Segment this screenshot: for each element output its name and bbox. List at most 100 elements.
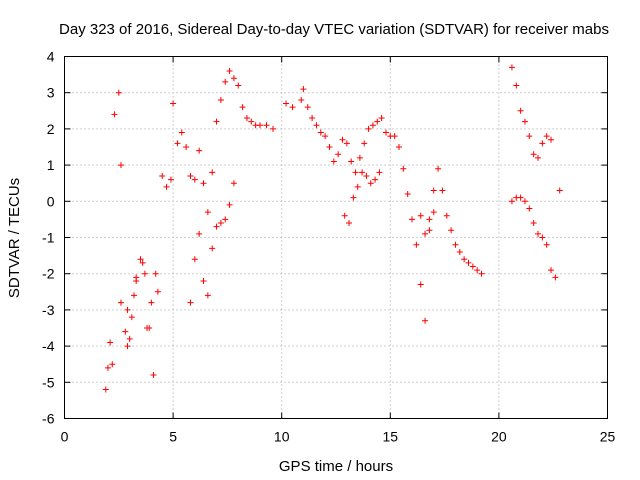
data-point [391,133,398,140]
x-tick-label: 0 [61,429,69,445]
data-point [552,274,559,281]
y-tick-label: -2 [42,266,55,282]
data-point [200,180,207,187]
data-point [239,104,246,111]
data-point [204,209,211,216]
data-point [217,220,224,227]
plot-frame [64,56,608,419]
x-tick-label: 25 [600,429,616,445]
data-point [174,140,181,147]
data-point [102,386,109,393]
data-point [526,205,533,212]
data-point [313,122,320,129]
data-point [196,147,203,154]
data-point [452,241,459,248]
data-point [209,169,216,176]
data-point [395,144,402,150]
data-point [213,118,220,125]
data-point [200,277,207,284]
data-point [235,82,242,89]
data-point [363,172,370,179]
data-point [289,104,296,111]
data-point [543,133,550,140]
data-point [534,154,541,161]
data-point [430,209,437,216]
data-point [133,274,140,281]
data-point [508,64,515,71]
data-point [230,75,237,82]
data-point [478,270,485,277]
data-point [400,165,407,172]
data-point [144,325,151,331]
data-point [365,125,372,132]
data-point [217,96,224,103]
data-point [131,292,138,299]
data-point [187,172,194,179]
x-tick-label: 5 [169,429,177,445]
data-point [115,89,122,96]
data-point [361,140,368,147]
data-point [196,230,203,237]
data-point [348,158,355,165]
data-point [517,107,524,114]
data-point [283,100,290,107]
data-point [170,100,177,107]
y-tick-label: 0 [47,193,55,209]
y-tick-label: -6 [42,411,55,427]
data-point [152,270,159,277]
data-point [317,129,324,136]
y-tick-label: 3 [47,85,55,101]
data-point [422,317,429,324]
data-point [443,212,450,219]
data-point [556,187,563,194]
data-point [521,118,528,125]
data-point [163,183,170,190]
data-point [226,201,233,208]
data-point [270,125,277,132]
data-point [346,220,353,227]
data-point [154,288,161,295]
data-point [539,234,546,241]
y-tick-label: -1 [42,230,55,246]
data-point [109,361,116,368]
data-point [335,151,342,158]
data-point [183,144,190,150]
data-point [343,140,350,147]
data-point [404,191,411,198]
y-tick-label: 4 [47,49,55,65]
data-point [222,78,229,85]
data-point [350,194,357,201]
data-point [243,115,250,122]
chart-title: Day 323 of 2016, Sidereal Day-to-day VTE… [59,21,609,38]
data-point [530,220,537,227]
data-point [426,216,433,223]
data-point [263,122,270,129]
data-point [521,198,528,205]
x-tick-labels: 0 5 10 15 20 25 [61,429,616,445]
data-point [209,245,216,252]
data-point [191,256,198,263]
x-axis-label: GPS time / hours [279,458,393,475]
data-point [422,230,429,237]
data-point [543,241,550,248]
y-tick-label: -4 [42,338,55,354]
data-point [439,187,446,194]
data-point [339,136,346,143]
data-point [426,227,433,234]
data-point [456,248,463,255]
data-point [530,151,537,158]
data-point [367,180,374,187]
y-tick-label: -3 [42,302,55,318]
data-point [326,144,333,150]
data-point [517,194,524,201]
data-point [474,267,481,274]
data-point [382,129,389,136]
data-point [435,165,442,172]
data-point [191,176,198,183]
y-tick-label: 2 [47,121,55,137]
grid-lines [64,56,608,419]
data-point [352,169,359,176]
x-tick-label: 15 [383,429,399,445]
y-axis-label: SDTVAR / TECUs [6,178,23,298]
data-point [124,306,131,313]
